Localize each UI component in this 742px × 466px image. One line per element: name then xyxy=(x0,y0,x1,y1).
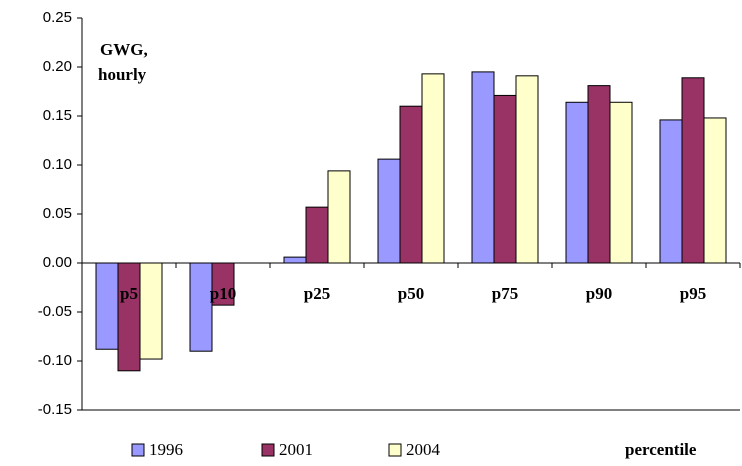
y-tick-label: 0.20 xyxy=(43,58,72,75)
bar xyxy=(659,119,683,264)
bar xyxy=(587,85,611,264)
x-tick-label: p50 xyxy=(398,284,424,303)
bar xyxy=(421,73,445,264)
y-tick-label: 0.10 xyxy=(43,156,72,173)
bar xyxy=(703,117,727,264)
bar xyxy=(377,158,401,264)
y-tick-label: 0.15 xyxy=(43,107,72,124)
bar xyxy=(681,77,705,264)
legend-swatch xyxy=(131,443,145,457)
x-axis-label: percentile xyxy=(625,440,697,459)
legend-label: 1996 xyxy=(149,440,183,459)
y-tick-label: -0.05 xyxy=(38,303,72,320)
y-tick-label: 0.25 xyxy=(43,9,72,26)
bar xyxy=(565,101,589,264)
bar xyxy=(609,101,633,264)
y-tick-label: 0.05 xyxy=(43,205,72,222)
legend-label: 2004 xyxy=(406,440,441,459)
bar xyxy=(515,75,539,264)
bar xyxy=(471,71,495,264)
bar xyxy=(283,256,307,264)
bar xyxy=(399,105,423,264)
y-tick-label: -0.10 xyxy=(38,352,72,369)
bar xyxy=(139,262,163,360)
x-tick-label: p5 xyxy=(120,284,138,303)
y-tick-label: 0.00 xyxy=(43,254,72,271)
annotation: hourly xyxy=(98,65,147,84)
x-tick-label: p90 xyxy=(586,284,612,303)
bar xyxy=(493,94,517,264)
annotation: GWG, xyxy=(100,40,148,59)
bar xyxy=(117,262,141,372)
legend-swatch xyxy=(261,443,275,457)
x-tick-label: p10 xyxy=(210,284,236,303)
x-tick-label: p95 xyxy=(680,284,706,303)
legend-label: 2001 xyxy=(279,440,313,459)
bar xyxy=(327,170,351,264)
legend-swatch xyxy=(388,443,402,457)
y-tick-label: -0.15 xyxy=(38,401,72,418)
bar xyxy=(95,262,119,350)
bar xyxy=(189,262,213,352)
x-tick-label: p75 xyxy=(492,284,518,303)
bar xyxy=(305,206,329,264)
x-tick-label: p25 xyxy=(304,284,330,303)
